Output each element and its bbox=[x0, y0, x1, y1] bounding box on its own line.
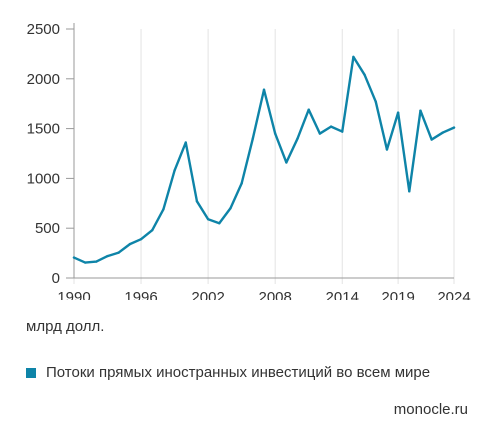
data-point-2007 bbox=[262, 88, 266, 91]
data-series bbox=[72, 55, 456, 264]
line-chart: 0 500 1000 1500 2000 2500 1990 1996 2002 2008 201… bbox=[27, 21, 471, 300]
x-tick-label-2008: 2008 bbox=[258, 289, 291, 300]
data-point-2020 bbox=[408, 190, 411, 193]
legend: Потоки прямых иностранных инвестиций во … bbox=[26, 364, 430, 381]
data-point-1991 bbox=[83, 261, 87, 264]
legend-swatch bbox=[26, 367, 36, 378]
data-point-2017 bbox=[374, 100, 377, 103]
source-label: monocle.ru bbox=[393, 401, 468, 418]
data-point-1994 bbox=[117, 251, 120, 254]
data-point-2012 bbox=[318, 132, 322, 135]
unit-label: млрд долл. bbox=[26, 318, 105, 335]
data-point-2021 bbox=[419, 109, 422, 112]
data-point-2001 bbox=[195, 200, 199, 203]
y-tick-label-0: 0 bbox=[52, 270, 60, 287]
y-tick-label-2500: 2500 bbox=[27, 21, 60, 38]
y-tick-label-2000: 2000 bbox=[27, 71, 60, 88]
grid-lines bbox=[73, 29, 455, 284]
data-point-2024 bbox=[452, 126, 456, 129]
x-tick-label-2014: 2014 bbox=[326, 289, 359, 300]
y-tick-label-500: 500 bbox=[35, 220, 60, 237]
data-point-2009 bbox=[285, 161, 288, 164]
data-point-1993 bbox=[106, 254, 109, 258]
legend-label: Потоки прямых иностранных инвестиций во … bbox=[46, 364, 431, 381]
data-point-2016 bbox=[363, 73, 366, 77]
data-point-2004 bbox=[229, 207, 232, 210]
y-tick-label-1500: 1500 bbox=[27, 121, 60, 138]
data-point-1997 bbox=[151, 228, 154, 232]
x-tick-label-2002: 2002 bbox=[191, 289, 224, 300]
y-tick-labels: 0 500 1000 1500 2000 2500 bbox=[27, 21, 60, 287]
data-point-2011 bbox=[307, 108, 310, 111]
data-point-2003 bbox=[218, 222, 221, 225]
data-point-1992 bbox=[95, 260, 98, 263]
data-point-2000 bbox=[184, 141, 187, 144]
axes bbox=[66, 23, 454, 279]
data-point-2008 bbox=[273, 132, 277, 135]
y-tick-label-1000: 1000 bbox=[27, 170, 60, 187]
series-line-0 bbox=[72, 55, 456, 264]
data-point-1995 bbox=[128, 242, 132, 246]
data-point-1998 bbox=[162, 208, 165, 211]
data-point-1999 bbox=[173, 169, 176, 172]
x-tick-labels: 1990 1996 2002 2008 2014 2019 2024 bbox=[57, 289, 470, 300]
data-point-2002 bbox=[206, 218, 210, 221]
x-tick-label-1990: 1990 bbox=[57, 289, 90, 300]
x-tick-label-2024: 2024 bbox=[437, 289, 470, 300]
data-point-2006 bbox=[251, 137, 255, 140]
data-point-1996 bbox=[139, 237, 143, 241]
data-point-2019 bbox=[396, 111, 400, 114]
data-point-2010 bbox=[296, 137, 299, 140]
data-point-2023 bbox=[441, 131, 445, 134]
data-point-2015 bbox=[352, 55, 355, 59]
data-point-2013 bbox=[329, 125, 333, 128]
data-point-1990 bbox=[72, 256, 76, 259]
data-point-2018 bbox=[385, 148, 389, 151]
x-tick-label-1996: 1996 bbox=[124, 289, 157, 300]
x-tick-label-2019: 2019 bbox=[381, 289, 414, 300]
data-point-2005 bbox=[240, 182, 243, 185]
data-point-2022 bbox=[430, 138, 433, 141]
data-point-2014 bbox=[341, 130, 344, 133]
